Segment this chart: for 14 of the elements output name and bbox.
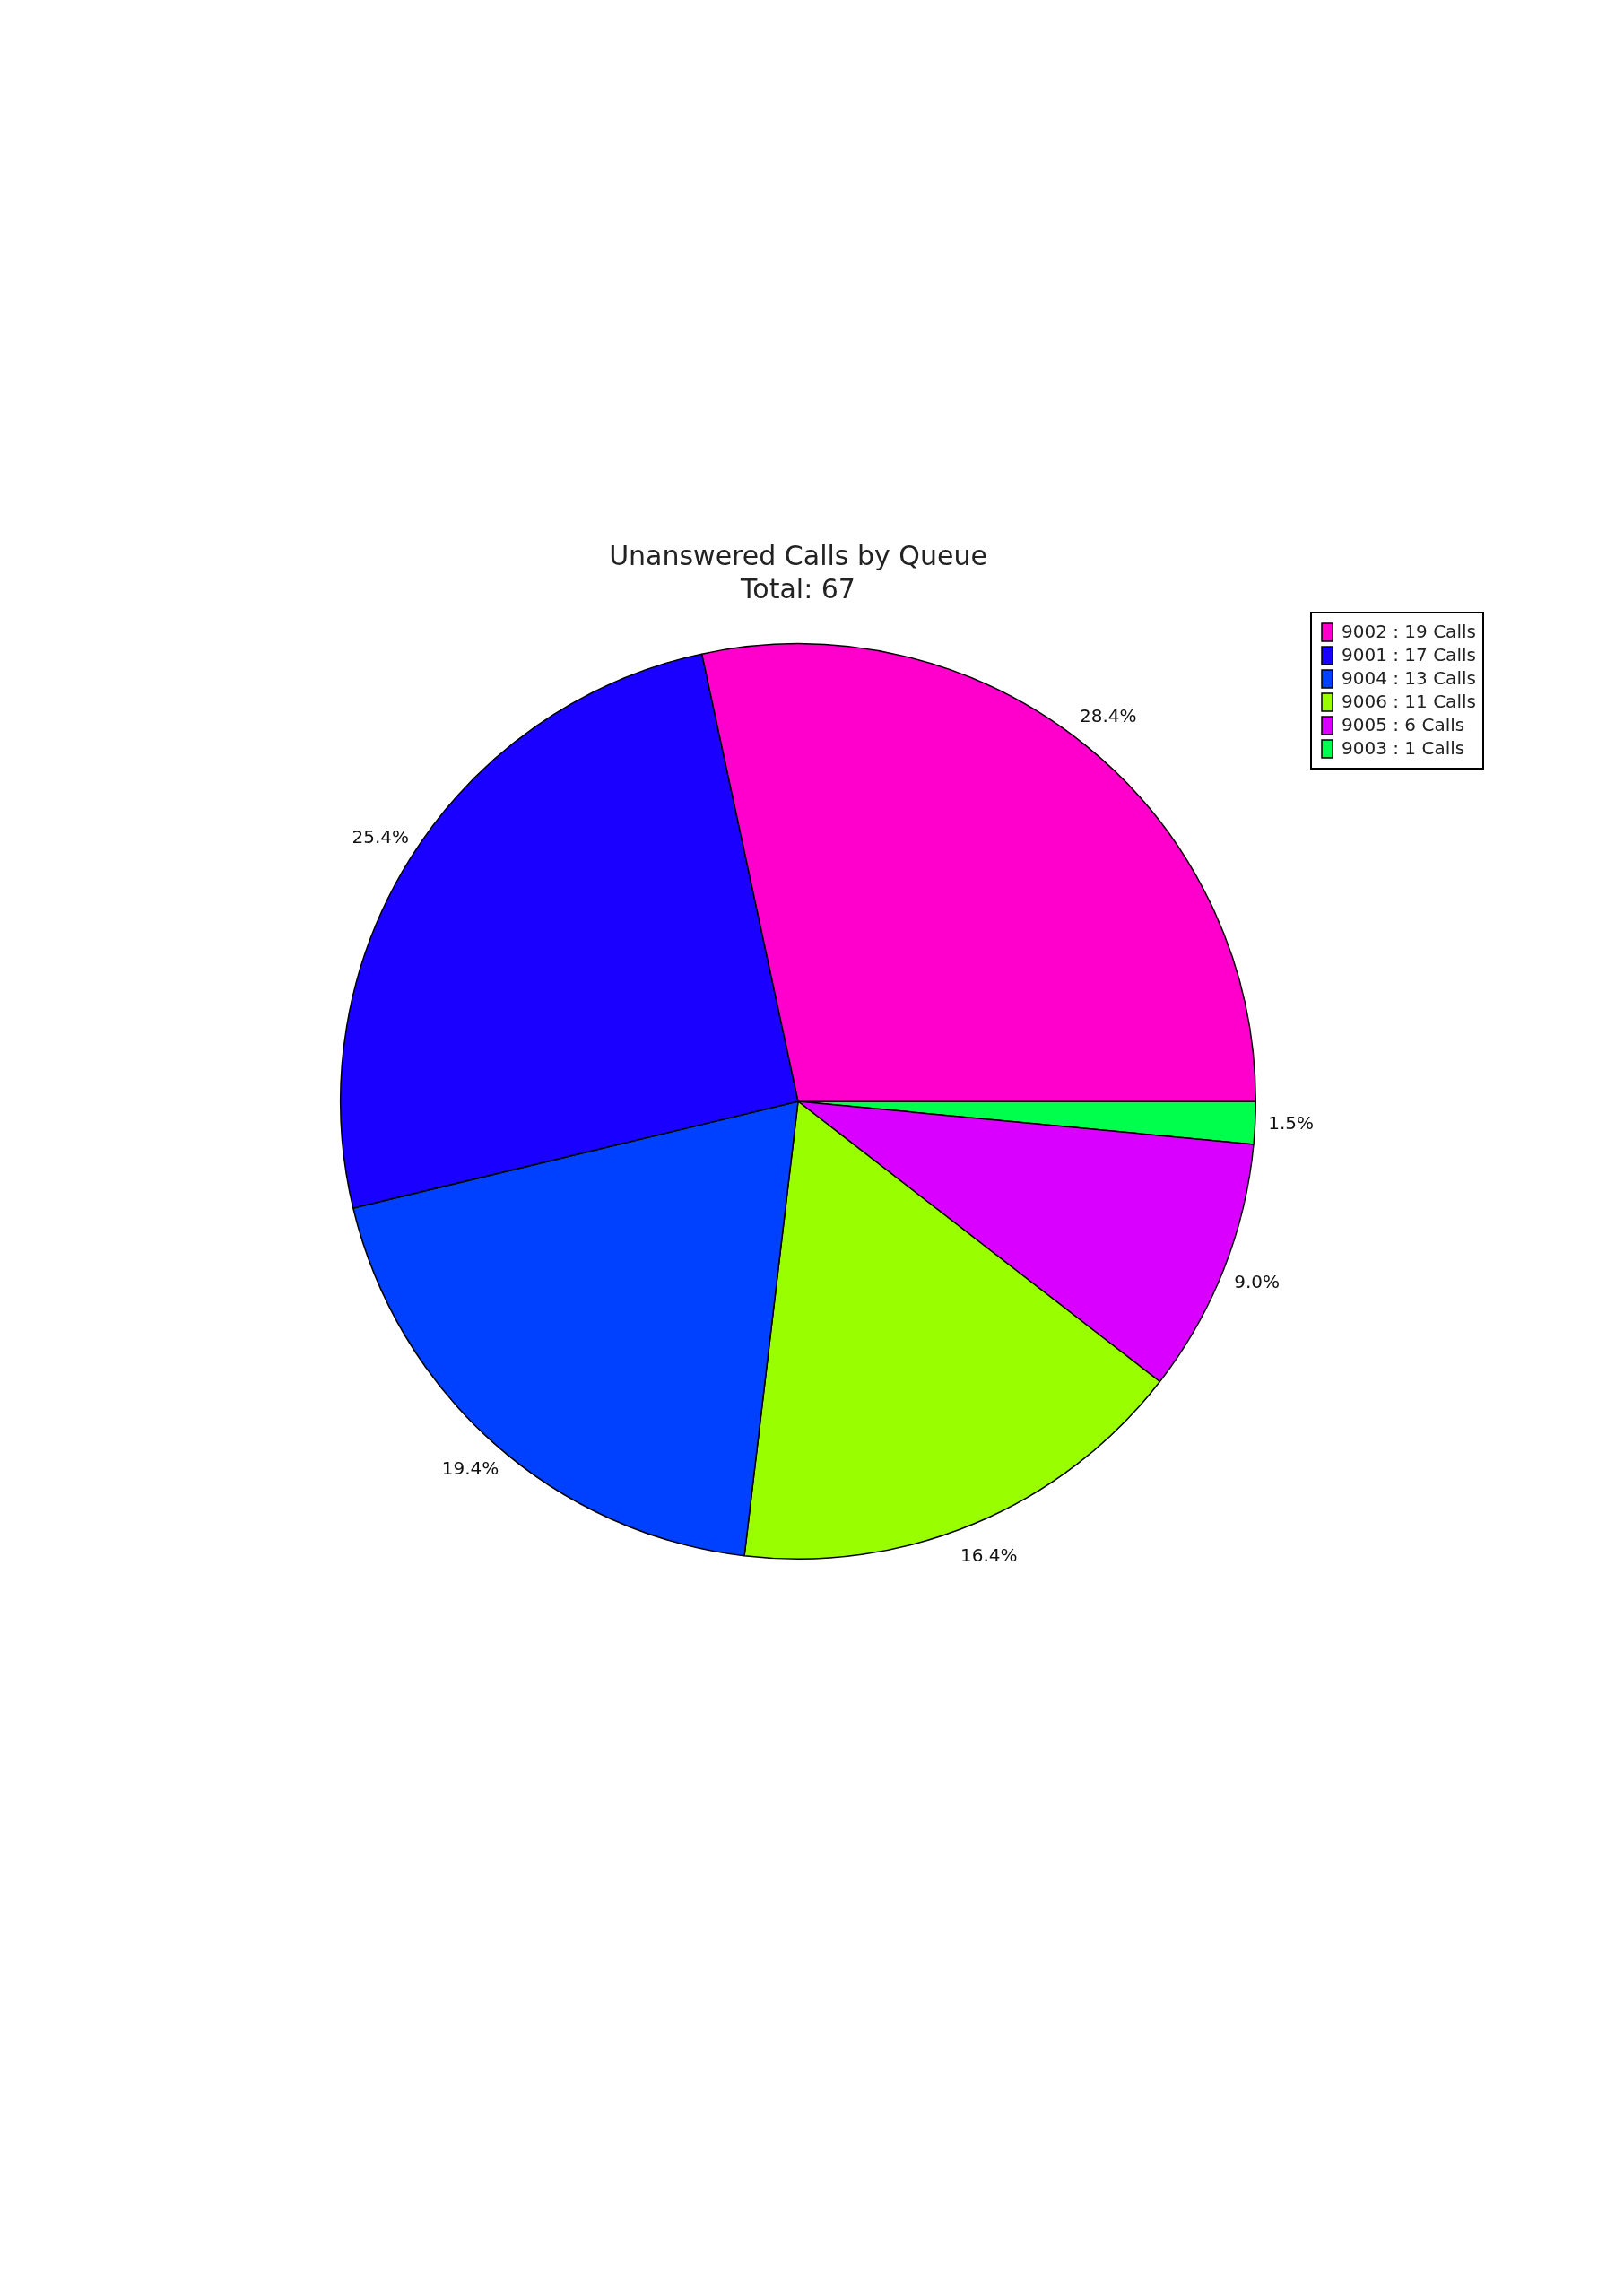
data-label: 16.4% [960, 1544, 1018, 1566]
data-label: 9.0% [1234, 1270, 1281, 1292]
data-label: 28.4% [1080, 705, 1137, 727]
data-label: 1.5% [1268, 1112, 1315, 1135]
chart-title: Unanswered Calls by Queue [609, 539, 987, 571]
legend-label: 9003 : 1 Calls [1342, 737, 1465, 760]
chart-subtitle: Total: 67 [740, 572, 855, 604]
legend-label: 9006 : 11 Calls [1342, 691, 1476, 713]
legend-label: 9001 : 17 Calls [1342, 644, 1476, 666]
data-label: 25.4% [352, 826, 410, 848]
legend-label: 9002 : 19 Calls [1342, 621, 1476, 643]
data-label: 19.4% [441, 1457, 499, 1480]
legend-label: 9004 : 13 Calls [1342, 667, 1476, 690]
legend-label: 9005 : 6 Calls [1342, 714, 1465, 736]
